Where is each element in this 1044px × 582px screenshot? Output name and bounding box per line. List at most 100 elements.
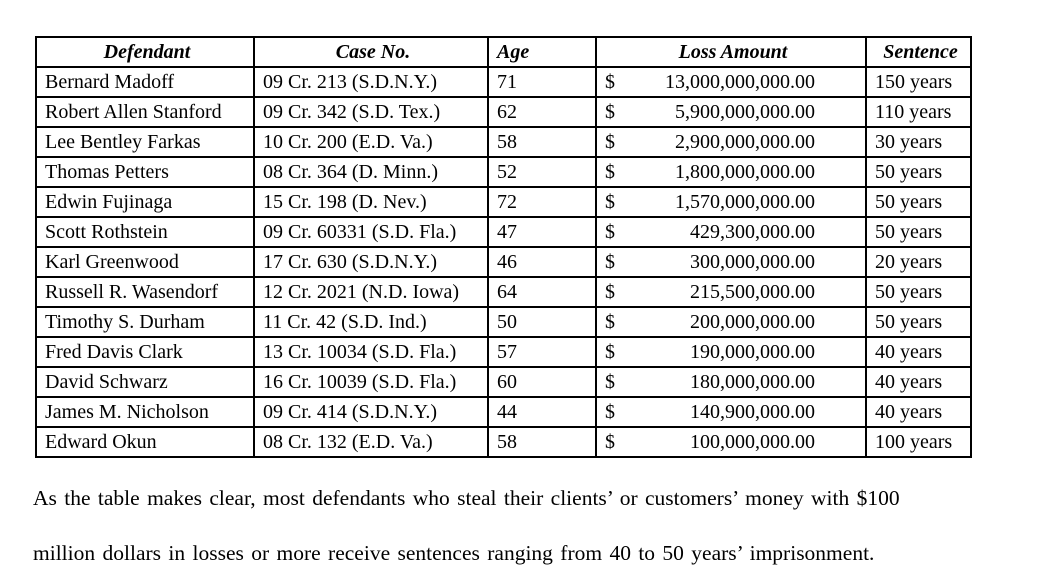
cell-age: 57: [487, 336, 597, 368]
cell-age: 58: [487, 426, 597, 458]
loss-amount-value: 180,000,000.00: [690, 371, 815, 393]
cell-age: 71: [487, 66, 597, 98]
cell-loss-amount: $100,000,000.00: [595, 426, 867, 458]
currency-symbol: $: [605, 341, 615, 363]
cell-defendant: Karl Greenwood: [35, 246, 255, 278]
loss-amount-value: 300,000,000.00: [690, 251, 815, 273]
column-header-loss-amount: Loss Amount: [595, 36, 867, 68]
cell-case-no: 09 Cr. 342 (S.D. Tex.): [253, 96, 489, 128]
currency-symbol: $: [605, 401, 615, 423]
cell-defendant: Edward Okun: [35, 426, 255, 458]
body-text-line-2: million dollars in losses or more receiv…: [33, 541, 875, 565]
currency-symbol: $: [605, 311, 615, 333]
cell-age: 50: [487, 306, 597, 338]
loss-amount-value: 1,570,000,000.00: [675, 191, 815, 213]
cell-age: 60: [487, 366, 597, 398]
cell-age: 62: [487, 96, 597, 128]
cell-defendant: Thomas Petters: [35, 156, 255, 188]
loss-amount-value: 429,300,000.00: [690, 221, 815, 243]
cell-age: 46: [487, 246, 597, 278]
cell-age: 52: [487, 156, 597, 188]
cell-case-no: 10 Cr. 200 (E.D. Va.): [253, 126, 489, 158]
table-row: David Schwarz 16 Cr. 10039 (S.D. Fla.) 60 $…: [35, 366, 972, 398]
table-row: James M. Nicholson 09 Cr. 414 (S.D.N.Y.) 4…: [35, 396, 972, 428]
table-row: Karl Greenwood 17 Cr. 630 (S.D.N.Y.) 46 $30…: [35, 246, 972, 278]
cell-defendant: Edwin Fujinaga: [35, 186, 255, 218]
cell-loss-amount: $1,800,000,000.00: [595, 156, 867, 188]
cell-loss-amount: $2,900,000,000.00: [595, 126, 867, 158]
cell-defendant: Timothy S. Durham: [35, 306, 255, 338]
table-row: Robert Allen Stanford 09 Cr. 342 (S.D. Te…: [35, 96, 972, 128]
table-header-row: Defendant Case No. Age Loss Amount Sente…: [35, 36, 972, 68]
loss-amount-value: 215,500,000.00: [690, 281, 815, 303]
table-row: Russell R. Wasendorf 12 Cr. 2021 (N.D. Io…: [35, 276, 972, 308]
table-row: Timothy S. Durham 11 Cr. 42 (S.D. Ind.) 50…: [35, 306, 972, 338]
cell-age: 44: [487, 396, 597, 428]
currency-symbol: $: [605, 431, 615, 453]
table-row: Lee Bentley Farkas 10 Cr. 200 (E.D. Va.) 5…: [35, 126, 972, 158]
cell-defendant: Robert Allen Stanford: [35, 96, 255, 128]
cell-sentence: 40 years: [865, 336, 972, 368]
cell-sentence: 40 years: [865, 396, 972, 428]
cell-loss-amount: $300,000,000.00: [595, 246, 867, 278]
currency-symbol: $: [605, 251, 615, 273]
cell-sentence: 50 years: [865, 276, 972, 308]
cell-loss-amount: $140,900,000.00: [595, 396, 867, 428]
body-paragraph: As the table makes clear, most defendant…: [33, 471, 1023, 581]
table-row: Edward Okun 08 Cr. 132 (E.D. Va.) 58 $100,0…: [35, 426, 972, 458]
cell-loss-amount: $200,000,000.00: [595, 306, 867, 338]
cell-loss-amount: $215,500,000.00: [595, 276, 867, 308]
loss-amount-value: 140,900,000.00: [690, 401, 815, 423]
column-header-defendant: Defendant: [35, 36, 255, 68]
cell-age: 47: [487, 216, 597, 248]
cell-sentence: 100 years: [865, 426, 972, 458]
cell-age: 64: [487, 276, 597, 308]
loss-amount-value: 1,800,000,000.00: [675, 161, 815, 183]
cell-sentence: 150 years: [865, 66, 972, 98]
cell-defendant: James M. Nicholson: [35, 396, 255, 428]
cell-loss-amount: $1,570,000,000.00: [595, 186, 867, 218]
loss-amount-value: 13,000,000,000.00: [665, 71, 815, 93]
cell-loss-amount: $5,900,000,000.00: [595, 96, 867, 128]
cell-defendant: Bernard Madoff: [35, 66, 255, 98]
cell-case-no: 12 Cr. 2021 (N.D. Iowa): [253, 276, 489, 308]
cell-loss-amount: $180,000,000.00: [595, 366, 867, 398]
cell-sentence: 50 years: [865, 306, 972, 338]
cell-case-no: 08 Cr. 364 (D. Minn.): [253, 156, 489, 188]
currency-symbol: $: [605, 221, 615, 243]
loss-amount-value: 190,000,000.00: [690, 341, 815, 363]
cell-sentence: 50 years: [865, 186, 972, 218]
currency-symbol: $: [605, 131, 615, 153]
cell-age: 58: [487, 126, 597, 158]
cell-sentence: 20 years: [865, 246, 972, 278]
cell-defendant: Lee Bentley Farkas: [35, 126, 255, 158]
currency-symbol: $: [605, 101, 615, 123]
table-row: Fred Davis Clark 13 Cr. 10034 (S.D. Fla.)…: [35, 336, 972, 368]
loss-amount-value: 200,000,000.00: [690, 311, 815, 333]
body-text-line-1: As the table makes clear, most defendant…: [33, 486, 900, 510]
currency-symbol: $: [605, 371, 615, 393]
currency-symbol: $: [605, 161, 615, 183]
table-row: Edwin Fujinaga 15 Cr. 198 (D. Nev.) 72 $1,5…: [35, 186, 972, 218]
cell-loss-amount: $13,000,000,000.00: [595, 66, 867, 98]
cell-case-no: 13 Cr. 10034 (S.D. Fla.): [253, 336, 489, 368]
cell-case-no: 09 Cr. 60331 (S.D. Fla.): [253, 216, 489, 248]
column-header-age: Age: [487, 36, 597, 68]
cell-loss-amount: $429,300,000.00: [595, 216, 867, 248]
table-row: Bernard Madoff 09 Cr. 213 (S.D.N.Y.) 71 $13…: [35, 66, 972, 98]
cell-sentence: 50 years: [865, 216, 972, 248]
currency-symbol: $: [605, 71, 615, 93]
cell-case-no: 15 Cr. 198 (D. Nev.): [253, 186, 489, 218]
cell-sentence: 110 years: [865, 96, 972, 128]
loss-amount-value: 5,900,000,000.00: [675, 101, 815, 123]
cell-defendant: David Schwarz: [35, 366, 255, 398]
cell-defendant: Fred Davis Clark: [35, 336, 255, 368]
column-header-case-no: Case No.: [253, 36, 489, 68]
table-row: Thomas Petters 08 Cr. 364 (D. Minn.) 52 $1,…: [35, 156, 972, 188]
cell-sentence: 30 years: [865, 126, 972, 158]
cell-defendant: Scott Rothstein: [35, 216, 255, 248]
cell-case-no: 17 Cr. 630 (S.D.N.Y.): [253, 246, 489, 278]
cell-defendant: Russell R. Wasendorf: [35, 276, 255, 308]
cell-case-no: 09 Cr. 414 (S.D.N.Y.): [253, 396, 489, 428]
